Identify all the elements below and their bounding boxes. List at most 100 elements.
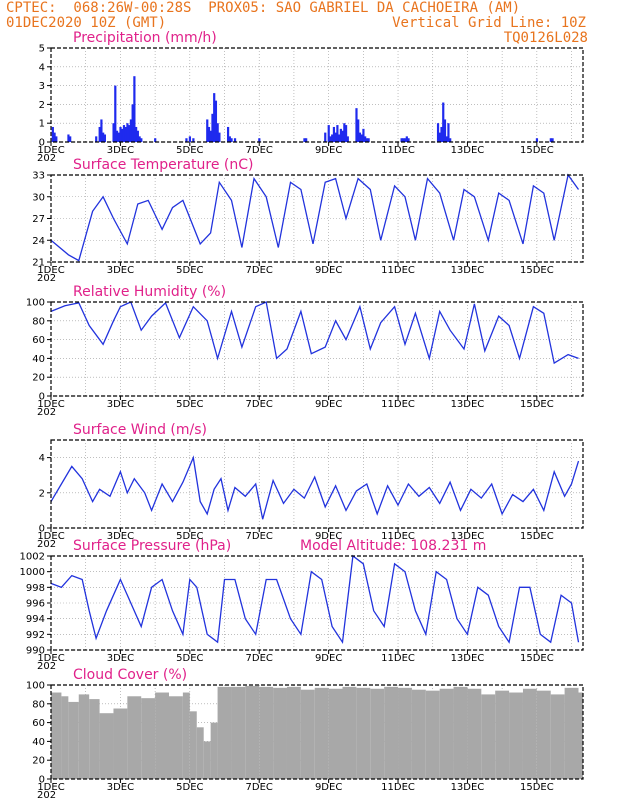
relative-humidity-title: Relative Humidity (%): [73, 284, 226, 300]
precip-bar: [438, 132, 441, 142]
cloud-cover-segment: [578, 692, 583, 779]
xtick-label: 7DEC: [246, 265, 273, 276]
xtick-label: 5DEC: [176, 531, 203, 542]
precip-bar: [258, 138, 261, 142]
precip-bar: [95, 136, 98, 142]
xtick-label: 11DEC: [381, 145, 415, 156]
cloud-cover-segment: [411, 689, 426, 779]
cloud-cover-segment: [89, 699, 100, 779]
cloud-cover-segment: [467, 688, 482, 779]
xtick-label: 7DEC: [246, 782, 273, 793]
precip-bar: [135, 126, 138, 142]
xtick-label: 1DEC: [37, 531, 64, 542]
ytick-label: 994: [26, 614, 45, 625]
xtick-label: 13DEC: [451, 265, 485, 276]
ytick-label: 60: [32, 335, 45, 346]
precip-bar: [355, 108, 358, 142]
cloud-cover-segment: [425, 690, 440, 779]
precip-bar: [440, 126, 443, 142]
xtick-label: 15DEC: [520, 653, 554, 664]
precip-bar: [128, 125, 131, 142]
year-fragment: 202: [37, 539, 56, 550]
precip-bar: [358, 132, 362, 142]
cloud-cover-segment: [398, 687, 412, 779]
cloud-cover-segment: [342, 686, 357, 779]
xtick-label: 11DEC: [381, 399, 415, 410]
precip-bar: [112, 123, 115, 142]
ytick-label: 27: [32, 214, 45, 225]
precip-bar: [98, 126, 101, 142]
cloud-cover-segment: [259, 686, 274, 779]
model-altitude: Model Altitude: 108.231 m: [300, 538, 486, 554]
xtick-label: 11DEC: [381, 265, 415, 276]
ytick-label: 20: [32, 756, 45, 767]
cloud-cover-segment: [356, 687, 371, 779]
precip-bar: [138, 136, 141, 142]
precip-bar: [436, 123, 440, 142]
ytick-label: 0: [39, 138, 45, 149]
panel-frame: [50, 301, 584, 397]
ytick-label: 80: [32, 699, 45, 710]
cloud-cover-segment: [370, 688, 385, 779]
precip-bar: [206, 119, 209, 142]
precip-bar: [126, 123, 129, 142]
precip-bar: [402, 138, 405, 142]
precip-bar: [124, 126, 127, 142]
precip-bar: [324, 132, 327, 142]
ytick-label: 992: [26, 630, 45, 641]
ytick-label: 2: [39, 488, 45, 499]
ytick-label: 0: [39, 524, 45, 535]
cloud-cover-segment: [536, 690, 551, 779]
xtick-label: 9DEC: [315, 531, 342, 542]
precip-bar: [69, 136, 72, 142]
ytick-label: 100: [26, 681, 45, 692]
ytick-label: 5: [39, 44, 45, 55]
ytick-label: 40: [32, 737, 45, 748]
precip-bar: [213, 93, 216, 142]
cloud-cover-segment: [217, 686, 232, 779]
precip-bar: [334, 132, 337, 142]
precip-bar: [332, 126, 336, 142]
year-fragment: 202: [37, 790, 56, 800]
cloud-cover-title: Cloud Cover (%): [73, 667, 187, 683]
precip-bar: [214, 100, 218, 142]
xtick-label: 11DEC: [381, 531, 415, 542]
precip-bar: [447, 123, 450, 142]
cloud-cover-segment: [189, 711, 197, 779]
cloud-cover-segment: [51, 692, 62, 779]
precip-bar: [55, 136, 58, 142]
header-grid-line: Vertical Grid Line: 10Z: [392, 15, 586, 31]
precip-bar: [140, 138, 143, 142]
precip-bar: [551, 138, 554, 142]
panel-frame: [50, 47, 584, 143]
ytick-label: 100: [26, 298, 45, 309]
cloud-cover-segment: [439, 688, 454, 779]
xtick-label: 15DEC: [520, 531, 554, 542]
xtick-label: 3DEC: [107, 145, 134, 156]
cloud-cover-segment: [99, 713, 114, 779]
precip-bar: [207, 126, 211, 142]
xtick-label: 15DEC: [520, 782, 554, 793]
xtick-label: 1DEC: [37, 145, 64, 156]
cloud-cover-segment: [141, 698, 156, 779]
precip-bar: [228, 136, 231, 142]
cloud-cover-segment: [113, 708, 128, 779]
cloud-cover-segment: [155, 692, 169, 779]
precip-bar: [67, 134, 70, 142]
precip-bar: [338, 134, 341, 142]
precip-bar: [364, 136, 367, 142]
year-fragment: 202: [37, 273, 56, 284]
ytick-label: 3: [39, 81, 45, 92]
cloud-cover-segment: [300, 689, 315, 779]
header-line1: CPTEC: 068:26W-00:28S PROX05: SAO GABRIE…: [6, 0, 521, 16]
xtick-label: 11DEC: [381, 653, 415, 664]
precip-bar: [119, 126, 122, 142]
cloud-cover-segment: [550, 694, 565, 779]
cloud-cover-segment: [453, 686, 468, 779]
precip-bar: [343, 123, 346, 142]
xtick-label: 1DEC: [37, 653, 64, 664]
ytick-label: 80: [32, 316, 45, 327]
cloud-cover-segment: [168, 696, 183, 779]
ytick-label: 996: [26, 599, 45, 610]
